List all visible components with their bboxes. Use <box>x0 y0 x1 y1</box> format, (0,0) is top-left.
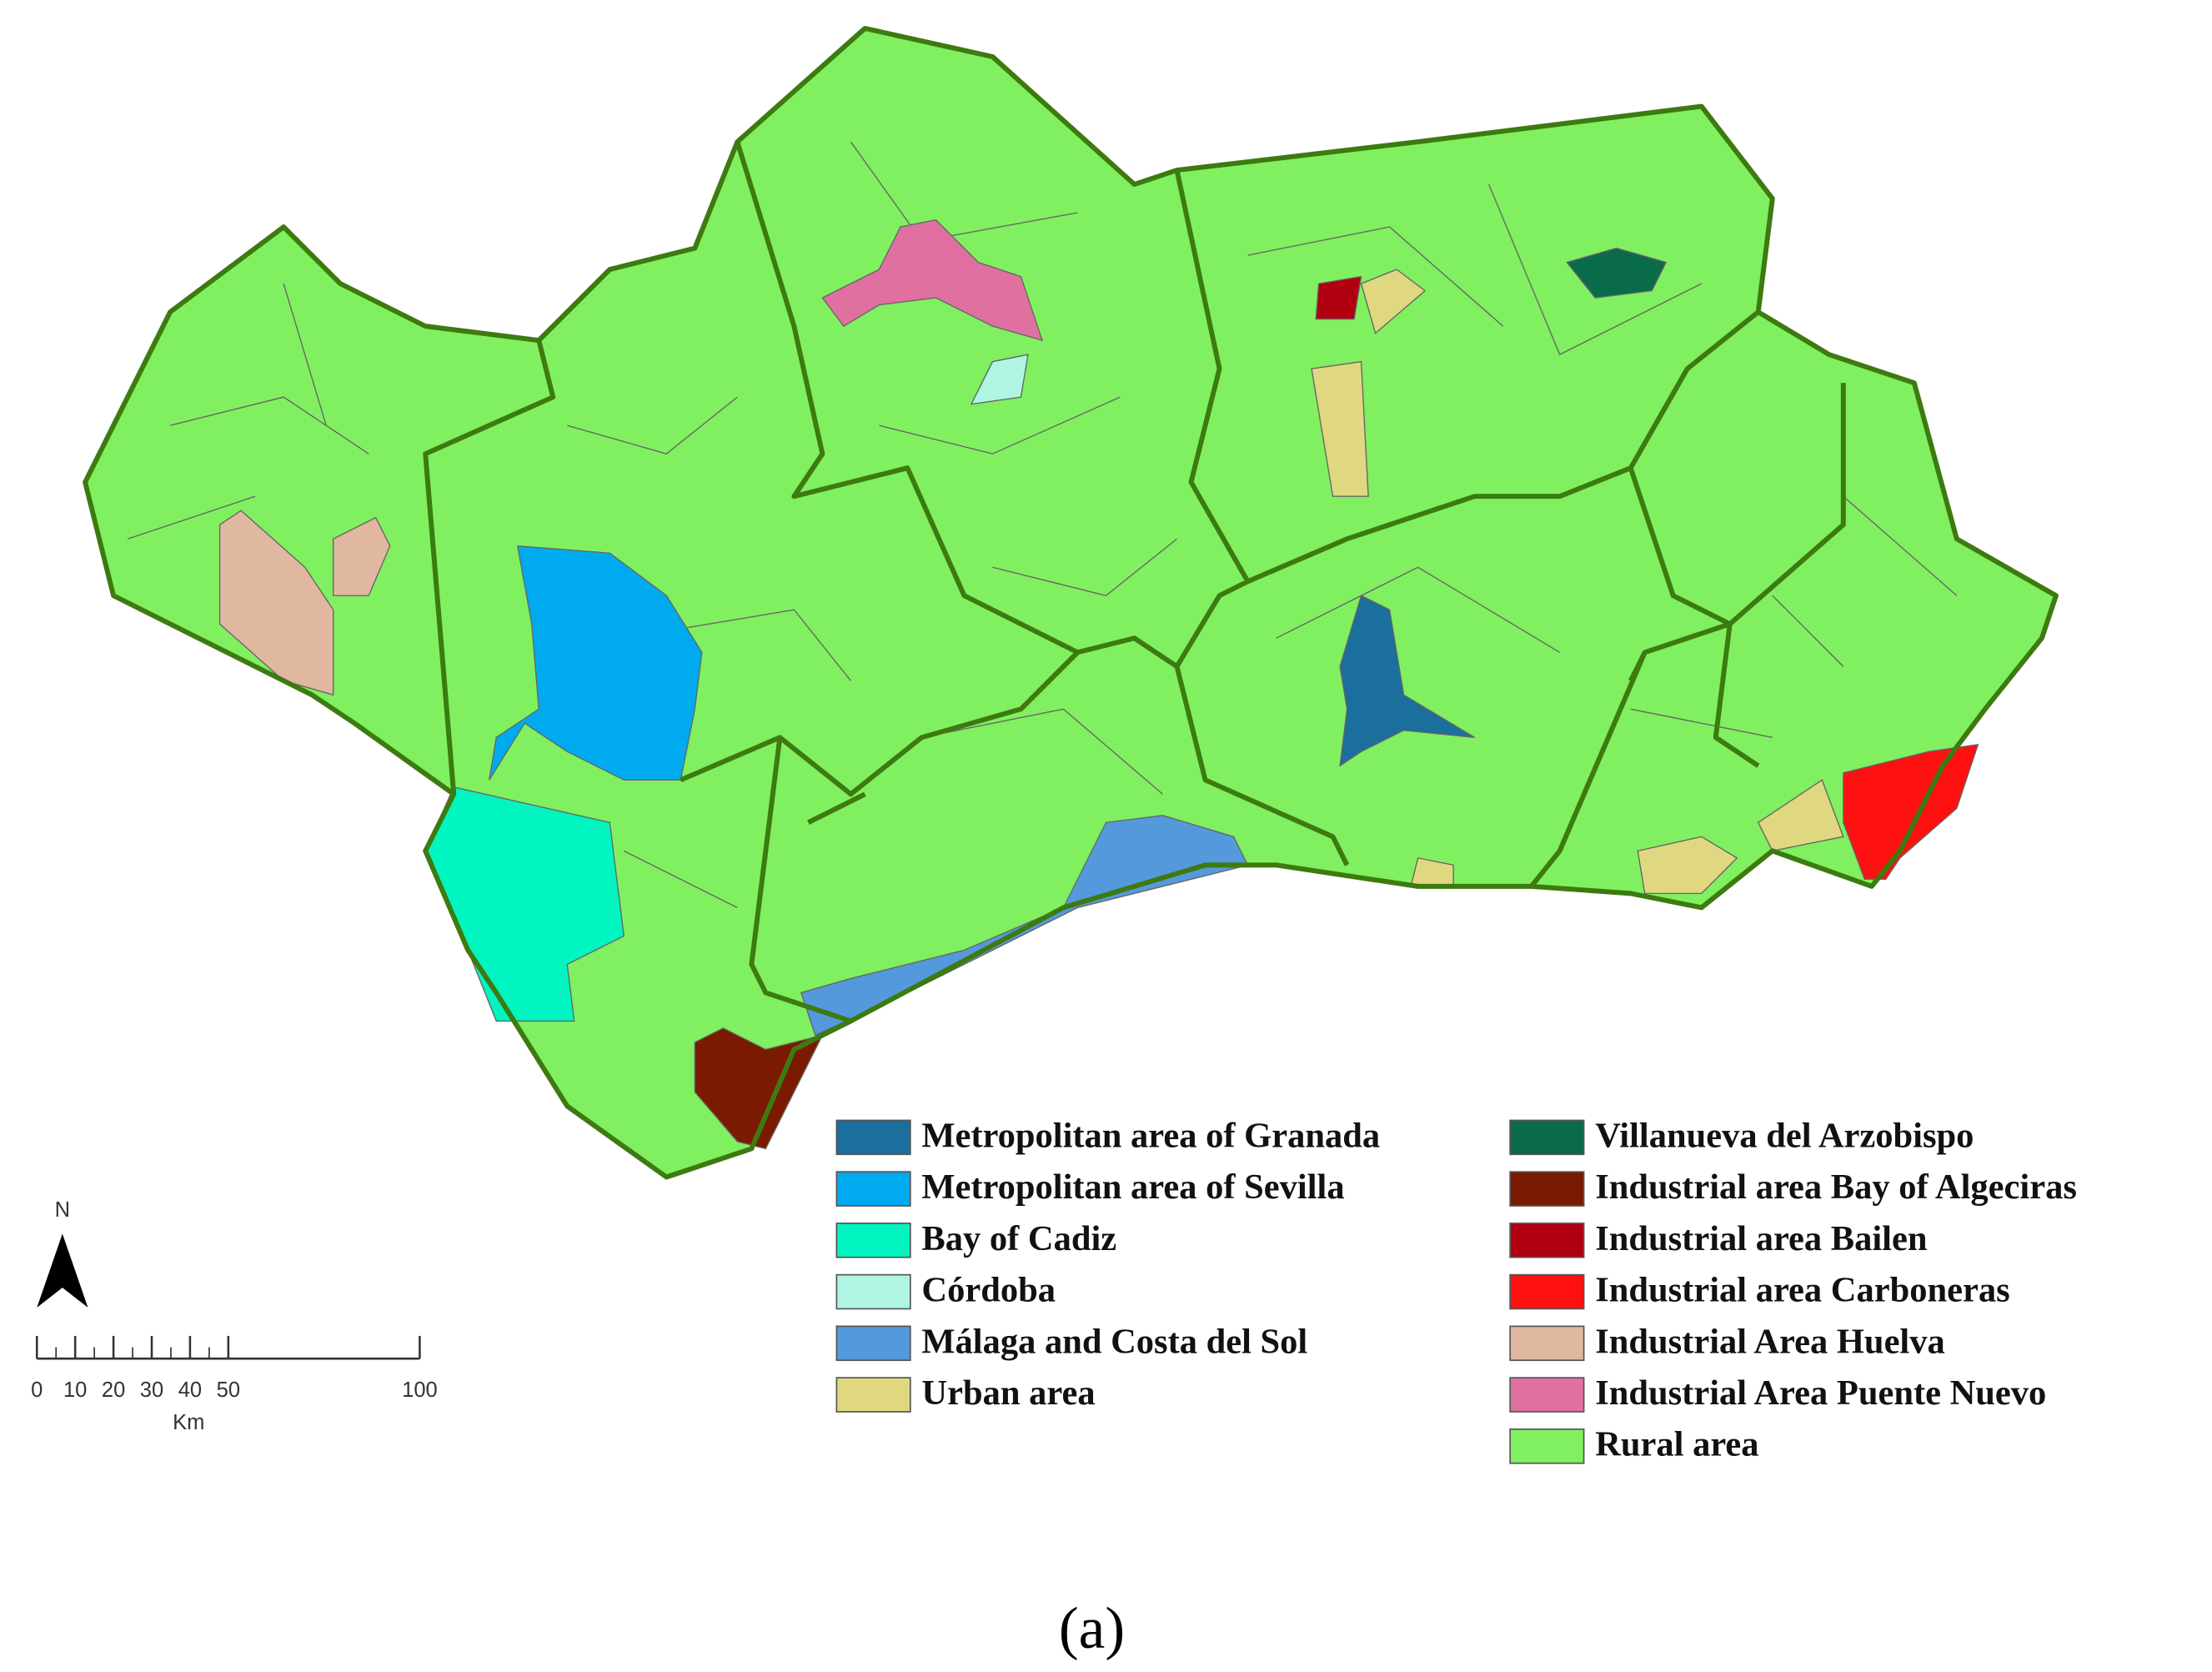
legend-swatch <box>1509 1325 1585 1362</box>
legend-swatch <box>835 1171 911 1207</box>
scale-unit: Km <box>173 1411 204 1434</box>
legend-swatch <box>1509 1377 1585 1413</box>
north-arrow: N <box>37 1198 88 1308</box>
scale-tick-label: 0 <box>31 1378 43 1402</box>
scale-tick-label: 30 <box>140 1378 163 1402</box>
legend-swatch <box>1509 1223 1585 1258</box>
sevilla-metro <box>489 545 703 781</box>
legend-label: Industrial area Carboneras <box>1595 1271 2009 1310</box>
bailen <box>1315 275 1362 320</box>
legend-label: Málaga and Costa del Sol <box>921 1322 1307 1361</box>
scale-tick-label: 20 <box>102 1378 125 1402</box>
cordoba <box>970 354 1029 405</box>
legend-label: Córdoba <box>921 1271 1056 1310</box>
puente-nuevo <box>821 218 1044 342</box>
legend-label: Industrial Area Huelva <box>1595 1322 1945 1361</box>
legend-swatch <box>1509 1171 1585 1207</box>
legend-label: Bay of Cadiz <box>921 1219 1116 1258</box>
legend-label: Industrial Area Puente Nuevo <box>1595 1373 2046 1413</box>
legend-label: Metropolitan area of Sevilla <box>921 1167 1344 1207</box>
legend-swatch <box>835 1325 911 1362</box>
legend-label: Rural area <box>1595 1425 1758 1464</box>
legend-swatch <box>835 1119 911 1156</box>
legend-swatch <box>835 1223 911 1258</box>
legend-swatch <box>835 1377 911 1413</box>
legend-label: Industrial area Bailen <box>1595 1219 1927 1258</box>
province-borders <box>83 26 2059 1180</box>
carboneras <box>1843 743 1979 881</box>
scale-bar: Km 0 10 20 30 40 50 100 <box>31 1335 438 1434</box>
caption: (a) <box>1059 1595 1125 1661</box>
legend-label: Metropolitan area of Granada <box>921 1116 1380 1155</box>
north-arrow-icon <box>37 1233 88 1308</box>
scale-tick-label: 10 <box>63 1378 87 1402</box>
legend-swatch <box>1509 1428 1585 1464</box>
map <box>83 26 2059 1180</box>
legend-label: Villanueva del Arzobispo <box>1595 1116 1974 1155</box>
rural-area <box>84 28 2057 1178</box>
scale-tick-label: 50 <box>217 1378 240 1402</box>
legend-swatch <box>835 1273 911 1310</box>
legend-label: Industrial area Bay of Algeciras <box>1595 1167 2077 1207</box>
legend-label: Urban area <box>921 1373 1095 1413</box>
legend-swatch <box>1509 1119 1585 1156</box>
legend-swatch <box>1509 1273 1585 1310</box>
scale-tick-label: 40 <box>178 1378 202 1402</box>
granada-metro <box>1339 595 1476 767</box>
scale-tick-label: 100 <box>402 1378 438 1402</box>
villanueva <box>1566 247 1668 299</box>
north-label: N <box>55 1198 70 1222</box>
legend: Metropolitan area of Granada Metropolitan… <box>835 1116 2077 1464</box>
huelva <box>218 510 391 696</box>
